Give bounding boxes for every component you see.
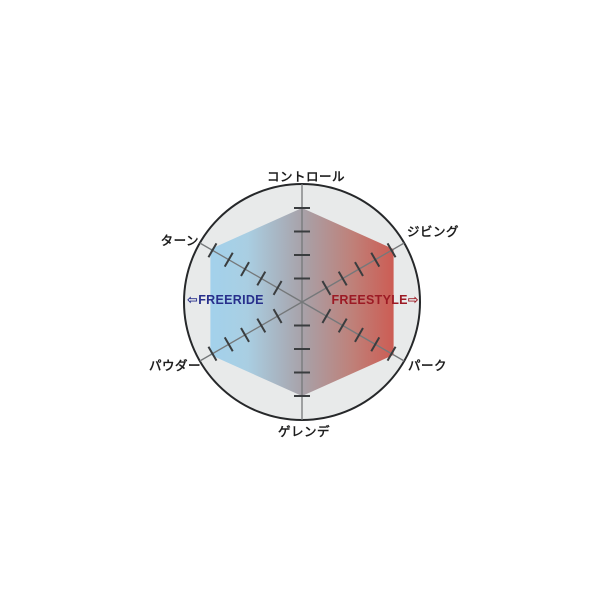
freeride-text: FREERIDE — [198, 293, 264, 307]
axis-label-turn: ターン — [160, 234, 199, 248]
freestyle-label: FREESTYLE⇨ — [331, 292, 419, 308]
axis-label-jibbing: ジビング — [407, 225, 460, 239]
axis-label-park: パーク — [408, 359, 448, 373]
freestyle-text: FREESTYLE — [331, 293, 408, 307]
left-arrow-icon: ⇦ — [187, 292, 199, 307]
axis-label-control: コントロール — [266, 170, 346, 184]
right-arrow-icon: ⇨ — [407, 292, 419, 307]
axis-label-powder: パウダー — [148, 359, 201, 373]
freeride-label: ⇦FREERIDE — [187, 292, 264, 308]
axis-label-gelande: ゲレンデ — [277, 425, 331, 439]
